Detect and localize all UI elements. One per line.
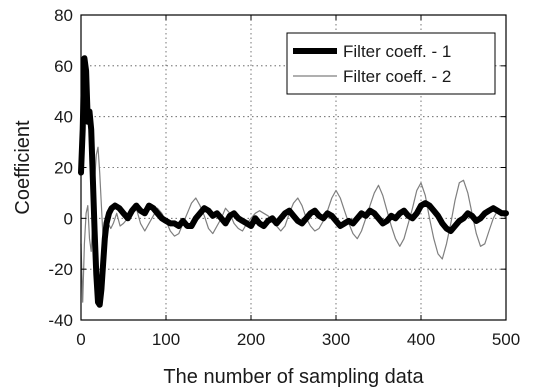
x-tick-label: 300	[322, 330, 350, 349]
x-axis-title: The number of sampling data	[163, 366, 424, 388]
legend-label-filter-coeff-2: Filter coeff. - 2	[343, 67, 451, 86]
legend: Filter coeff. - 1 Filter coeff. - 2	[286, 32, 496, 95]
y-tick-label: 60	[54, 57, 73, 76]
y-tick-label: -40	[48, 311, 73, 330]
x-tick-label: 200	[237, 330, 265, 349]
x-tick-label: 0	[76, 330, 85, 349]
series-layer	[78, 55, 509, 308]
ticks	[80, 14, 507, 321]
y-tick-label: -20	[48, 260, 73, 279]
series-line-1	[78, 55, 509, 308]
x-tick-label: 500	[492, 330, 520, 349]
y-tick-label: 20	[54, 159, 73, 178]
x-tick-label: 100	[152, 330, 180, 349]
tick-labels: 0 100 200 300 400 500 -40 -20 0 20 40 60 80	[48, 6, 520, 349]
legend-label-filter-coeff-1: Filter coeff. - 1	[343, 42, 451, 61]
legend-box	[286, 32, 496, 95]
y-tick-label: 80	[54, 6, 73, 25]
y-axis-title: Coefficient	[12, 120, 34, 215]
y-tick-label: 40	[54, 108, 73, 127]
x-tick-label: 400	[407, 330, 435, 349]
y-tick-label: 0	[64, 209, 73, 228]
